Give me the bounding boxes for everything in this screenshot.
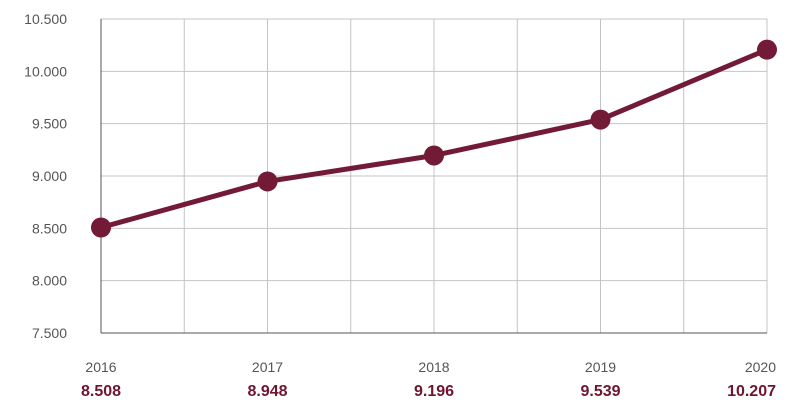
data-label: 8.508 (81, 383, 121, 400)
data-point (424, 145, 444, 166)
x-tick-label: 2019 (585, 359, 616, 375)
data-point (257, 171, 278, 192)
x-tick-label: 2017 (252, 359, 283, 375)
x-tick-label: 2020 (745, 359, 776, 375)
data-label: 9.539 (580, 383, 620, 400)
series (91, 39, 777, 238)
grid (101, 18, 768, 333)
data-labels: 8.508 8.948 9.196 9.539 10.207 (81, 383, 776, 400)
data-point (757, 39, 777, 60)
y-tick-label: 9.500 (32, 116, 67, 132)
y-tick-label: 7.500 (32, 325, 67, 341)
data-point (590, 109, 611, 130)
y-tick-label: 8.000 (32, 273, 67, 289)
x-tick-label: 2016 (85, 359, 116, 375)
y-tick-label: 8.500 (32, 220, 67, 236)
axes (100, 19, 767, 334)
y-tick-label: 9.000 (32, 168, 67, 184)
x-axis-ticks: 2016 2017 2018 2019 2020 (85, 359, 776, 375)
y-tick-label: 10.000 (24, 63, 67, 79)
x-tick-label: 2018 (418, 359, 449, 375)
data-point (91, 217, 111, 238)
data-label: 10.207 (727, 383, 776, 400)
data-label: 9.196 (414, 383, 454, 400)
data-label: 8.948 (247, 383, 287, 400)
y-axis-ticks: 7.500 8.000 8.500 9.000 9.500 10.000 10.500 (24, 11, 67, 341)
y-tick-label: 10.500 (24, 11, 67, 27)
